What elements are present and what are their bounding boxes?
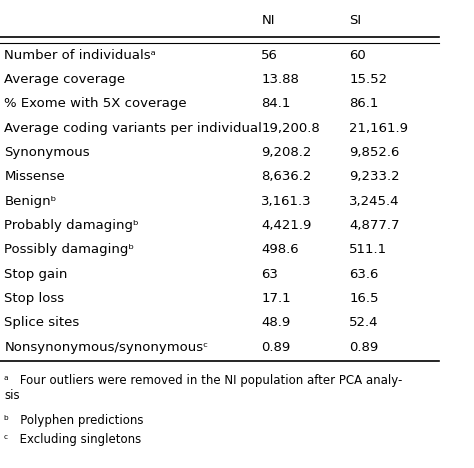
Text: 3,245.4: 3,245.4 [349,195,400,208]
Text: Possibly damagingᵇ: Possibly damagingᵇ [4,243,135,256]
Text: Probably damagingᵇ: Probably damagingᵇ [4,219,139,232]
Text: 0.89: 0.89 [261,341,291,354]
Text: 60: 60 [349,49,366,62]
Text: 9,208.2: 9,208.2 [261,146,312,159]
Text: Benignᵇ: Benignᵇ [4,195,57,208]
Text: % Exome with 5X coverage: % Exome with 5X coverage [4,97,187,110]
Text: 4,877.7: 4,877.7 [349,219,400,232]
Text: 9,852.6: 9,852.6 [349,146,400,159]
Text: Stop gain: Stop gain [4,268,68,281]
Text: 63: 63 [261,268,278,281]
Text: 84.1: 84.1 [261,97,291,110]
Text: 8,636.2: 8,636.2 [261,170,312,183]
Text: 63.6: 63.6 [349,268,379,281]
Text: Missense: Missense [4,170,65,183]
Text: Synonymous: Synonymous [4,146,90,159]
Text: 15.52: 15.52 [349,73,387,86]
Text: NI: NI [261,14,275,27]
Text: 19,200.8: 19,200.8 [261,122,320,135]
Text: 48.9: 48.9 [261,316,291,329]
Text: 3,161.3: 3,161.3 [261,195,312,208]
Text: Stop loss: Stop loss [4,292,64,305]
Text: 9,233.2: 9,233.2 [349,170,400,183]
Text: 498.6: 498.6 [261,243,299,256]
Text: ᵇ   Polyphen predictions: ᵇ Polyphen predictions [4,414,144,427]
Text: 86.1: 86.1 [349,97,379,110]
Text: 511.1: 511.1 [349,243,387,256]
Text: ᶜ   Excluding singletons: ᶜ Excluding singletons [4,433,142,446]
Text: 21,161.9: 21,161.9 [349,122,408,135]
Text: SI: SI [349,14,361,27]
Text: ᵃ   Four outliers were removed in the NI population after PCA analy-
sis: ᵃ Four outliers were removed in the NI p… [4,374,403,402]
Text: Average coding variants per individual: Average coding variants per individual [4,122,262,135]
Text: 16.5: 16.5 [349,292,379,305]
Text: 0.89: 0.89 [349,341,379,354]
Text: 4,421.9: 4,421.9 [261,219,312,232]
Text: Number of individualsᵃ: Number of individualsᵃ [4,49,156,62]
Text: 17.1: 17.1 [261,292,291,305]
Text: 13.88: 13.88 [261,73,299,86]
Text: 56: 56 [261,49,278,62]
Text: Splice sites: Splice sites [4,316,80,329]
Text: Average coverage: Average coverage [4,73,126,86]
Text: Nonsynonymous/synonymousᶜ: Nonsynonymous/synonymousᶜ [4,341,209,354]
Text: 52.4: 52.4 [349,316,379,329]
